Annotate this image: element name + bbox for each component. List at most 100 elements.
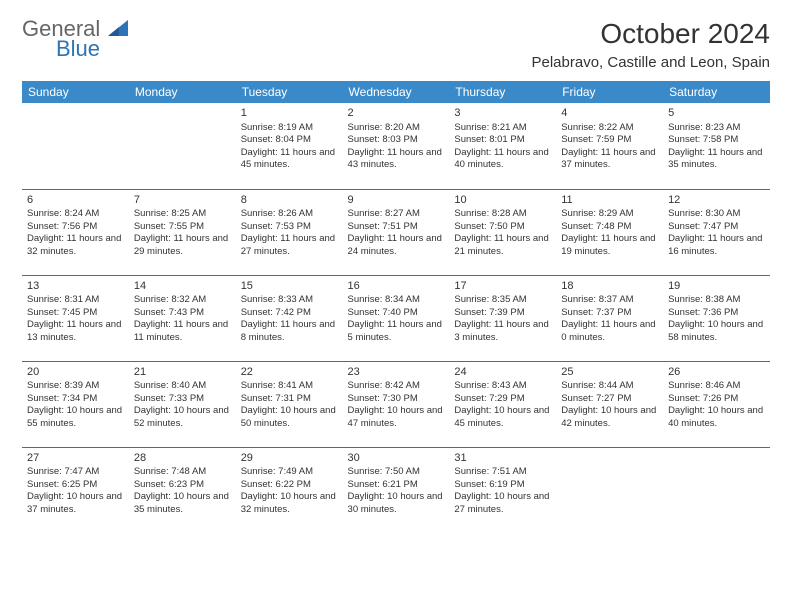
sunset-line: Sunset: 7:33 PM (134, 393, 231, 406)
sunrise-line: Sunrise: 8:39 AM (27, 380, 124, 393)
sunrise-line: Sunrise: 8:37 AM (561, 294, 658, 307)
day-number: 25 (561, 365, 658, 380)
calendar-day-cell: 19Sunrise: 8:38 AMSunset: 7:36 PMDayligh… (663, 275, 770, 361)
sunset-line: Sunset: 8:03 PM (348, 134, 445, 147)
daylight-line: Daylight: 11 hours and 13 minutes. (27, 319, 124, 344)
calendar-empty-cell (22, 103, 129, 189)
sunset-line: Sunset: 7:26 PM (668, 393, 765, 406)
daylight-line: Daylight: 10 hours and 37 minutes. (27, 491, 124, 516)
calendar-day-cell: 5Sunrise: 8:23 AMSunset: 7:58 PMDaylight… (663, 103, 770, 189)
logo-line2: Blue (56, 38, 128, 60)
sunset-line: Sunset: 7:29 PM (454, 393, 551, 406)
calendar-empty-cell (663, 447, 770, 533)
day-number: 20 (27, 365, 124, 380)
daylight-line: Daylight: 11 hours and 35 minutes. (668, 147, 765, 172)
day-number: 24 (454, 365, 551, 380)
calendar-day-cell: 13Sunrise: 8:31 AMSunset: 7:45 PMDayligh… (22, 275, 129, 361)
calendar-day-cell: 27Sunrise: 7:47 AMSunset: 6:25 PMDayligh… (22, 447, 129, 533)
day-number: 13 (27, 279, 124, 294)
daylight-line: Daylight: 11 hours and 32 minutes. (27, 233, 124, 258)
daylight-line: Daylight: 10 hours and 27 minutes. (454, 491, 551, 516)
calendar-day-cell: 16Sunrise: 8:34 AMSunset: 7:40 PMDayligh… (343, 275, 450, 361)
calendar-day-cell: 9Sunrise: 8:27 AMSunset: 7:51 PMDaylight… (343, 189, 450, 275)
calendar-week-row: 13Sunrise: 8:31 AMSunset: 7:45 PMDayligh… (22, 275, 770, 361)
sunrise-line: Sunrise: 8:28 AM (454, 208, 551, 221)
day-number: 7 (134, 193, 231, 208)
daylight-line: Daylight: 11 hours and 16 minutes. (668, 233, 765, 258)
daylight-line: Daylight: 10 hours and 50 minutes. (241, 405, 338, 430)
sunset-line: Sunset: 7:30 PM (348, 393, 445, 406)
daylight-line: Daylight: 10 hours and 32 minutes. (241, 491, 338, 516)
calendar-day-cell: 4Sunrise: 8:22 AMSunset: 7:59 PMDaylight… (556, 103, 663, 189)
day-number: 19 (668, 279, 765, 294)
daylight-line: Daylight: 10 hours and 47 minutes. (348, 405, 445, 430)
calendar-week-row: 6Sunrise: 8:24 AMSunset: 7:56 PMDaylight… (22, 189, 770, 275)
sunset-line: Sunset: 7:39 PM (454, 307, 551, 320)
sunset-line: Sunset: 6:21 PM (348, 479, 445, 492)
sunrise-line: Sunrise: 7:48 AM (134, 466, 231, 479)
sunrise-line: Sunrise: 7:51 AM (454, 466, 551, 479)
sunrise-line: Sunrise: 7:47 AM (27, 466, 124, 479)
daylight-line: Daylight: 10 hours and 52 minutes. (134, 405, 231, 430)
calendar-day-cell: 10Sunrise: 8:28 AMSunset: 7:50 PMDayligh… (449, 189, 556, 275)
day-number: 12 (668, 193, 765, 208)
daylight-line: Daylight: 10 hours and 58 minutes. (668, 319, 765, 344)
daylight-line: Daylight: 11 hours and 27 minutes. (241, 233, 338, 258)
day-number: 17 (454, 279, 551, 294)
daylight-line: Daylight: 10 hours and 42 minutes. (561, 405, 658, 430)
sunset-line: Sunset: 7:45 PM (27, 307, 124, 320)
day-header: Thursday (449, 81, 556, 103)
day-number: 2 (348, 106, 445, 121)
daylight-line: Daylight: 10 hours and 30 minutes. (348, 491, 445, 516)
sunset-line: Sunset: 7:50 PM (454, 221, 551, 234)
day-number: 21 (134, 365, 231, 380)
day-number: 26 (668, 365, 765, 380)
daylight-line: Daylight: 11 hours and 29 minutes. (134, 233, 231, 258)
sunset-line: Sunset: 7:37 PM (561, 307, 658, 320)
daylight-line: Daylight: 11 hours and 5 minutes. (348, 319, 445, 344)
daylight-line: Daylight: 11 hours and 19 minutes. (561, 233, 658, 258)
day-number: 10 (454, 193, 551, 208)
calendar-day-cell: 23Sunrise: 8:42 AMSunset: 7:30 PMDayligh… (343, 361, 450, 447)
day-header: Saturday (663, 81, 770, 103)
day-number: 8 (241, 193, 338, 208)
location-label: Pelabravo, Castille and Leon, Spain (532, 54, 771, 71)
day-number: 28 (134, 451, 231, 466)
day-header: Friday (556, 81, 663, 103)
day-number: 14 (134, 279, 231, 294)
calendar-day-cell: 8Sunrise: 8:26 AMSunset: 7:53 PMDaylight… (236, 189, 343, 275)
sunrise-line: Sunrise: 8:29 AM (561, 208, 658, 221)
sunrise-line: Sunrise: 8:25 AM (134, 208, 231, 221)
calendar-day-cell: 18Sunrise: 8:37 AMSunset: 7:37 PMDayligh… (556, 275, 663, 361)
sunset-line: Sunset: 7:43 PM (134, 307, 231, 320)
sunrise-line: Sunrise: 8:44 AM (561, 380, 658, 393)
day-number: 15 (241, 279, 338, 294)
calendar-day-cell: 20Sunrise: 8:39 AMSunset: 7:34 PMDayligh… (22, 361, 129, 447)
daylight-line: Daylight: 11 hours and 40 minutes. (454, 147, 551, 172)
daylight-line: Daylight: 10 hours and 55 minutes. (27, 405, 124, 430)
day-header: Tuesday (236, 81, 343, 103)
calendar-day-cell: 21Sunrise: 8:40 AMSunset: 7:33 PMDayligh… (129, 361, 236, 447)
sunrise-line: Sunrise: 8:24 AM (27, 208, 124, 221)
logo-triangle-icon (108, 16, 128, 41)
page-header: General Blue October 2024 Pelabravo, Cas… (22, 18, 770, 71)
sunset-line: Sunset: 7:40 PM (348, 307, 445, 320)
month-title: October 2024 (532, 18, 771, 50)
day-header: Monday (129, 81, 236, 103)
sunrise-line: Sunrise: 8:32 AM (134, 294, 231, 307)
sunset-line: Sunset: 7:59 PM (561, 134, 658, 147)
sunrise-line: Sunrise: 8:41 AM (241, 380, 338, 393)
calendar-page: General Blue October 2024 Pelabravo, Cas… (0, 0, 792, 543)
calendar-day-cell: 7Sunrise: 8:25 AMSunset: 7:55 PMDaylight… (129, 189, 236, 275)
sunrise-line: Sunrise: 8:34 AM (348, 294, 445, 307)
calendar-body: 1Sunrise: 8:19 AMSunset: 8:04 PMDaylight… (22, 103, 770, 533)
calendar-day-cell: 31Sunrise: 7:51 AMSunset: 6:19 PMDayligh… (449, 447, 556, 533)
day-header-row: Sunday Monday Tuesday Wednesday Thursday… (22, 81, 770, 103)
sunrise-line: Sunrise: 8:20 AM (348, 122, 445, 135)
calendar-day-cell: 14Sunrise: 8:32 AMSunset: 7:43 PMDayligh… (129, 275, 236, 361)
sunrise-line: Sunrise: 8:40 AM (134, 380, 231, 393)
sunset-line: Sunset: 6:25 PM (27, 479, 124, 492)
daylight-line: Daylight: 11 hours and 8 minutes. (241, 319, 338, 344)
daylight-line: Daylight: 11 hours and 37 minutes. (561, 147, 658, 172)
calendar-week-row: 20Sunrise: 8:39 AMSunset: 7:34 PMDayligh… (22, 361, 770, 447)
